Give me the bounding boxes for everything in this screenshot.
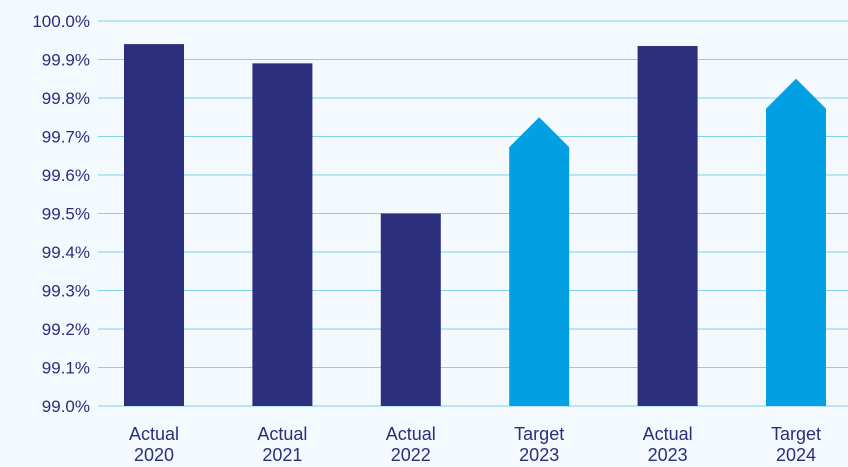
- y-tick-label: 99.3%: [42, 282, 90, 301]
- y-tick-label: 99.0%: [42, 397, 90, 416]
- x-category-label: Target: [514, 424, 564, 444]
- bar-target: [766, 78, 826, 406]
- y-tick-label: 99.7%: [42, 128, 90, 147]
- x-category-label: Actual: [386, 424, 436, 444]
- x-category-label: Actual: [129, 424, 179, 444]
- gridlines: [98, 20, 848, 407]
- x-category-label: 2023: [648, 445, 688, 465]
- bar-target: [509, 117, 570, 406]
- bar-actual: [380, 213, 441, 406]
- bar-actual: [124, 44, 184, 406]
- y-tick-label: 99.4%: [42, 243, 90, 262]
- x-category-label: 2024: [776, 445, 816, 465]
- y-tick-label: 99.6%: [42, 166, 90, 185]
- x-category-label: 2021: [262, 445, 302, 465]
- y-tick-label: 99.5%: [42, 205, 90, 224]
- bar-actual: [252, 63, 313, 406]
- x-category-label: Actual: [643, 424, 693, 444]
- x-category-label: Actual: [257, 424, 307, 444]
- y-tick-label: 99.1%: [42, 359, 90, 378]
- x-category-label: Target: [771, 424, 821, 444]
- bar-actual: [637, 46, 698, 407]
- y-tick-label: 99.8%: [42, 89, 90, 108]
- x-axis-labels: Actual2020Actual2021Actual2022Target2023…: [129, 424, 821, 465]
- x-category-label: 2022: [391, 445, 431, 465]
- y-axis-ticks: 99.0% 99.1% 99.2% 99.3% 99.4% 99.5% 99.6% 99.7%…: [32, 12, 90, 416]
- y-tick-label: 99.9%: [42, 51, 90, 70]
- x-category-label: 2020: [134, 445, 174, 465]
- bars: [124, 44, 826, 407]
- y-tick-label: 99.2%: [42, 320, 90, 339]
- x-category-label: 2023: [519, 445, 559, 465]
- y-tick-label: 100.0%: [32, 12, 90, 31]
